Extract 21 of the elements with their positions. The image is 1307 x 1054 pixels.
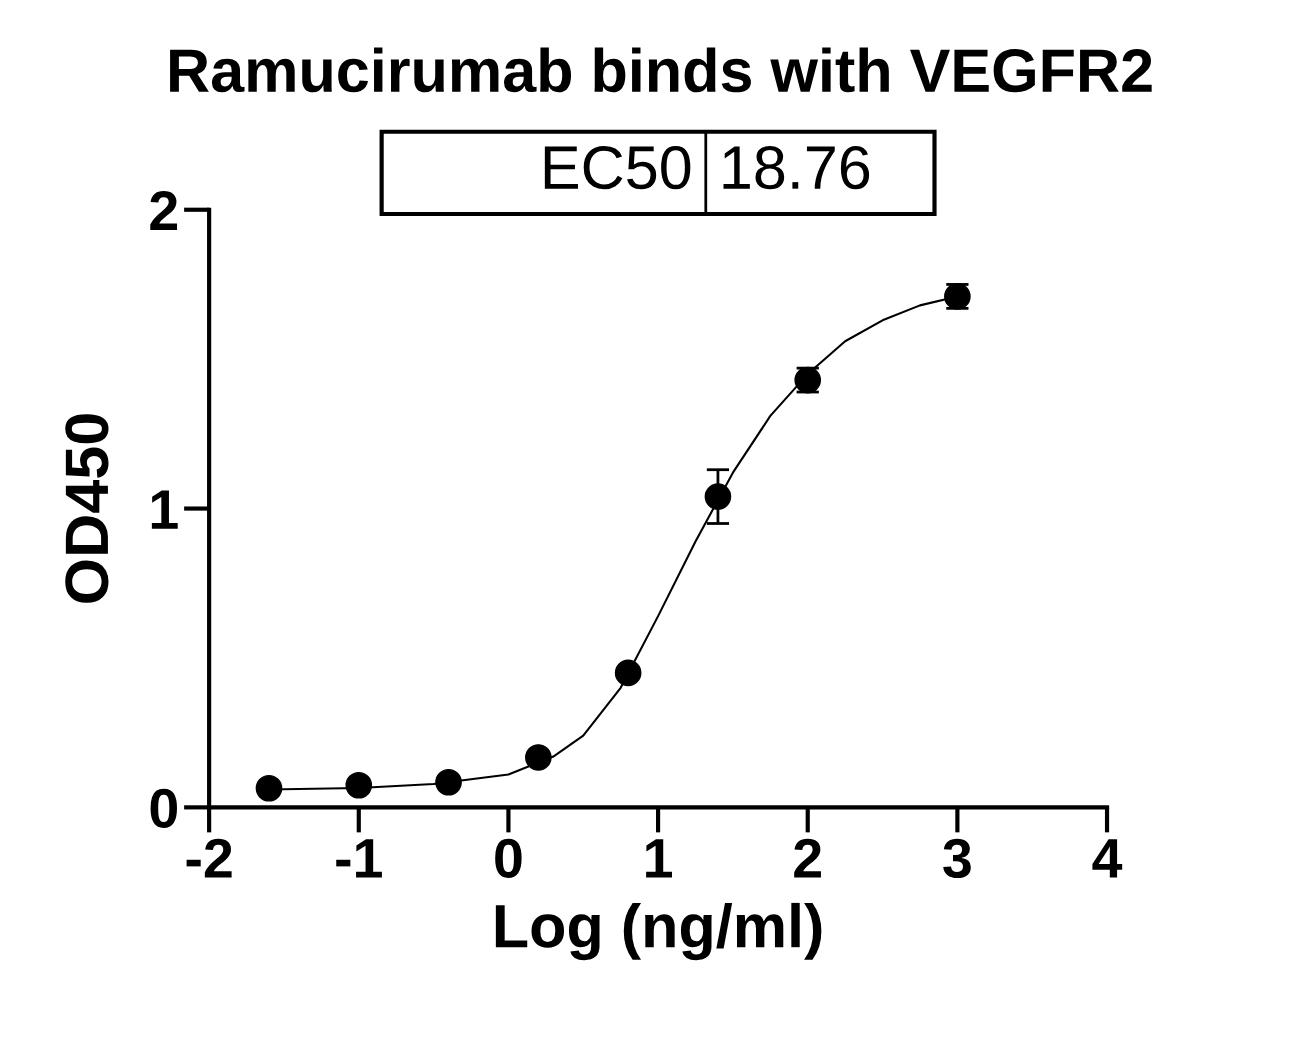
x-tick-label: 1 xyxy=(646,839,672,878)
point xyxy=(614,659,642,687)
text: 18.76 xyxy=(723,145,870,190)
point xyxy=(525,744,552,771)
point xyxy=(255,774,283,802)
point xyxy=(435,768,462,796)
y-tick-label: 0 xyxy=(150,788,177,829)
point xyxy=(704,483,732,510)
x-tick-label: -2 xyxy=(186,838,232,878)
x-axis-title: Log (ng/ml) xyxy=(495,902,822,961)
chart-title: Ramucirumab binds with VEGFR2 xyxy=(170,47,1152,93)
y-axis-title: OD450 xyxy=(65,414,109,603)
x-tick-label: 2 xyxy=(794,838,821,878)
point xyxy=(345,771,373,799)
y-tick-label: 1 xyxy=(151,490,178,529)
x-tick-label: -1 xyxy=(336,839,382,878)
x-tick-label: 0 xyxy=(495,838,522,879)
y-tick-label: 2 xyxy=(150,191,178,230)
x-tick-label: 3 xyxy=(943,838,971,879)
text: EC50 xyxy=(544,145,691,190)
x-tick-label: 4 xyxy=(1092,839,1123,878)
